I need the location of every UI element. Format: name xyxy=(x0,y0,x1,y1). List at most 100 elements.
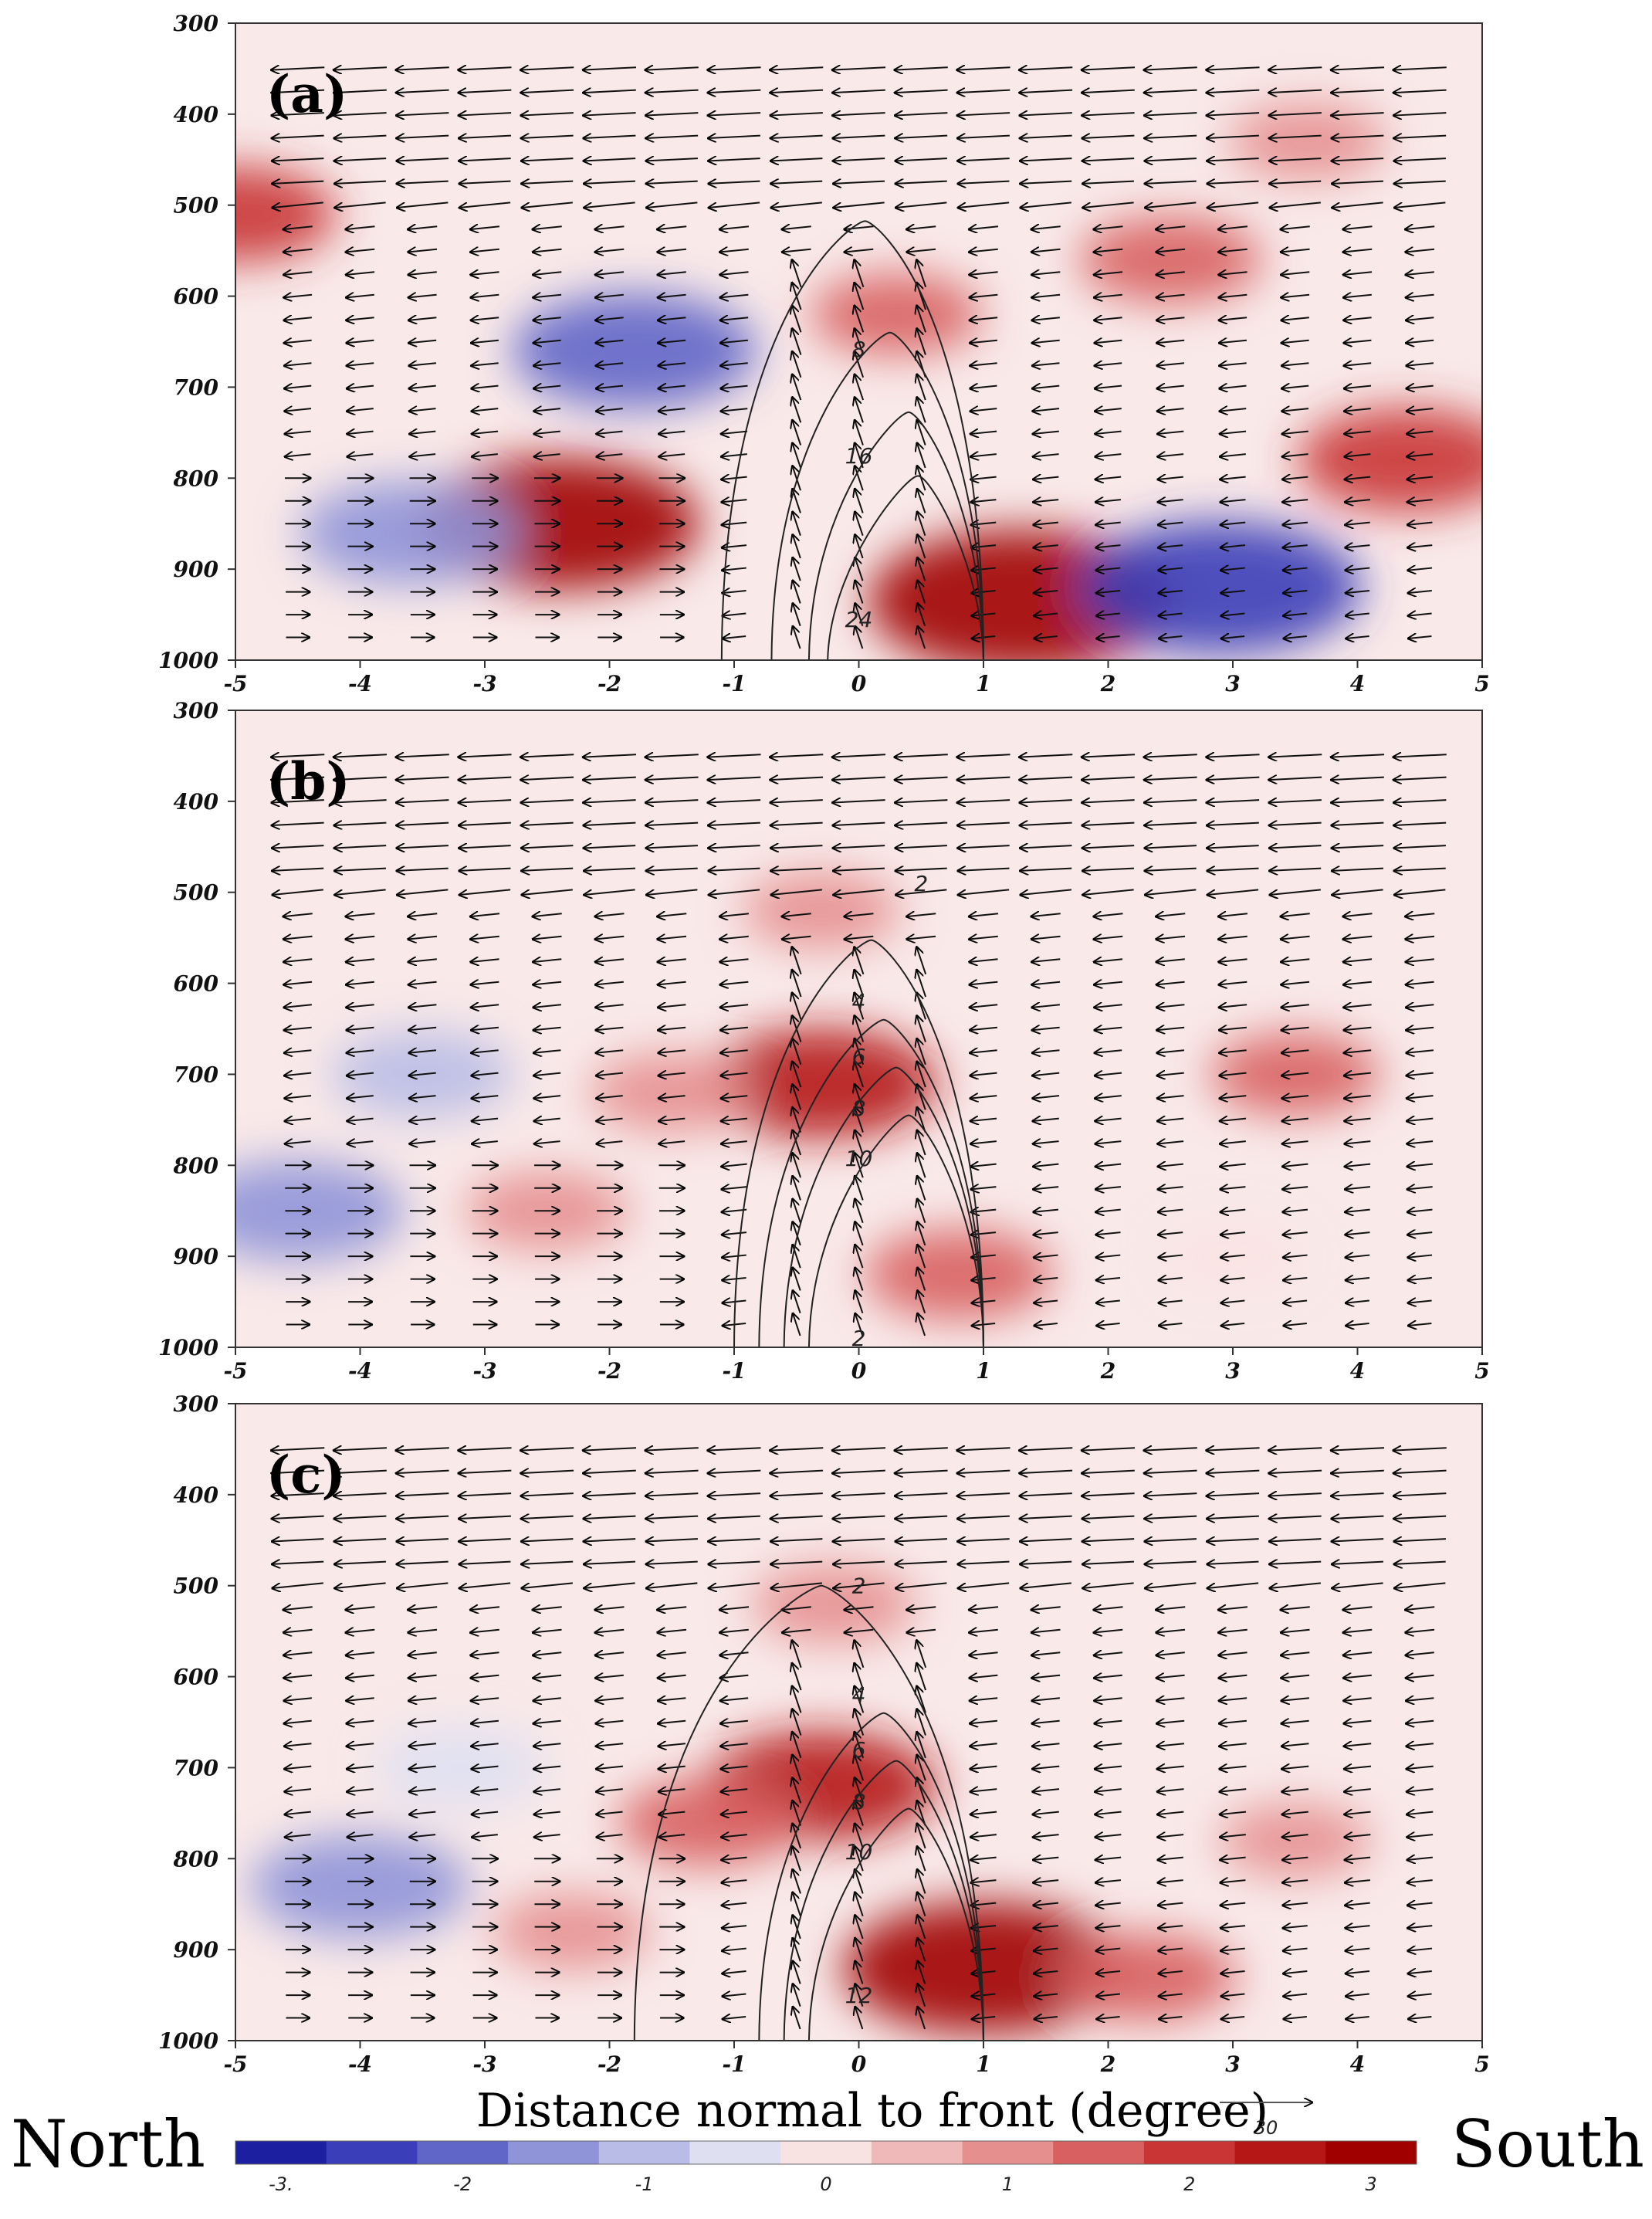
wind-vector xyxy=(533,317,561,320)
x-tick-label: 3 xyxy=(1225,1358,1240,1384)
wind-vector xyxy=(1346,568,1370,571)
wind-vector xyxy=(408,982,437,985)
wind-vector xyxy=(470,913,500,916)
wind-vector xyxy=(722,1210,747,1212)
wind-vector xyxy=(658,386,686,388)
wind-vector xyxy=(793,1221,801,1246)
y-tick-label: 600 xyxy=(174,1665,219,1690)
wind-vector xyxy=(1157,454,1184,456)
wind-vector xyxy=(721,386,748,388)
wind-vector xyxy=(409,1096,436,1098)
wind-vector xyxy=(1406,340,1434,344)
wind-vector xyxy=(409,363,437,366)
wind-vector xyxy=(284,340,312,344)
wind-vector xyxy=(397,158,449,161)
wind-vector xyxy=(707,67,761,69)
wind-vector xyxy=(584,845,636,848)
wind-vector xyxy=(1283,1232,1308,1235)
wind-vector xyxy=(895,181,947,184)
wind-vector xyxy=(1094,226,1123,229)
wind-vector xyxy=(1082,754,1136,757)
wind-vector xyxy=(1406,982,1434,985)
wind-vector xyxy=(1144,800,1197,802)
wind-vector xyxy=(895,889,947,895)
wind-vector xyxy=(917,581,926,604)
wind-vector xyxy=(1344,1028,1372,1031)
wind-vector xyxy=(533,913,562,916)
wind-vector xyxy=(1156,1028,1185,1031)
y-tick-label: 900 xyxy=(174,1244,219,1269)
wind-vector xyxy=(721,1164,747,1167)
wind-vector xyxy=(970,1073,997,1076)
wind-vector xyxy=(408,1028,437,1031)
wind-vector xyxy=(958,889,1010,895)
wind-vector xyxy=(917,557,926,581)
wind-vector xyxy=(1331,113,1384,115)
wind-vector xyxy=(1408,1278,1432,1280)
wind-vector xyxy=(1281,386,1309,388)
wind-vector xyxy=(1407,1187,1433,1189)
wind-vector xyxy=(792,993,802,1020)
wind-vector xyxy=(334,889,386,895)
wind-vector xyxy=(971,591,996,593)
wind-vector xyxy=(720,1028,749,1031)
wind-vector xyxy=(1407,1210,1433,1212)
wind-vector xyxy=(285,1141,311,1143)
wind-vector xyxy=(1343,295,1372,298)
y-tick-label: 400 xyxy=(174,789,219,815)
wind-vector xyxy=(1283,545,1308,547)
x-tick-label: 5 xyxy=(1474,2051,1489,2077)
colorbar-swatch xyxy=(417,2141,509,2164)
wind-vector xyxy=(658,454,686,456)
wind-vector xyxy=(283,295,313,298)
wind-vector xyxy=(1345,1187,1371,1189)
north-label: North xyxy=(11,2106,205,2182)
wind-vector xyxy=(793,1268,801,1291)
y-tick-label: 300 xyxy=(174,698,219,723)
x-tick-label: 0 xyxy=(851,2051,867,2077)
wind-vector xyxy=(1082,800,1135,802)
wind-vector xyxy=(1332,202,1383,208)
wind-vector xyxy=(1033,454,1059,456)
wind-vector xyxy=(957,777,1010,780)
contour-line xyxy=(770,331,984,660)
wind-vector xyxy=(969,272,998,275)
wind-vector xyxy=(971,1210,997,1212)
wind-vector xyxy=(271,754,325,757)
wind-vector xyxy=(1207,845,1259,848)
wind-vector xyxy=(1034,591,1058,593)
wind-vector xyxy=(1393,136,1447,138)
wind-vector xyxy=(533,249,562,252)
wind-vector xyxy=(970,982,998,985)
x-tick-label: -4 xyxy=(348,2051,372,2077)
contour-lines xyxy=(720,220,984,660)
wind-vector xyxy=(347,340,374,344)
wind-vector xyxy=(719,272,749,275)
wind-vector xyxy=(1344,386,1372,388)
wind-vector xyxy=(832,90,885,93)
wind-vector xyxy=(521,158,574,161)
x-tick-label: -5 xyxy=(223,671,247,696)
wind-vector xyxy=(855,1062,865,1088)
wind-vector xyxy=(1096,568,1121,571)
wind-vector xyxy=(916,970,927,998)
wind-vector xyxy=(1020,181,1072,184)
anomaly-patch xyxy=(618,1778,801,1866)
wind-vector xyxy=(770,800,823,802)
wind-vector xyxy=(1095,1141,1122,1143)
wind-vector xyxy=(584,823,636,825)
wind-vector xyxy=(1344,1050,1372,1053)
wind-vector xyxy=(272,823,324,825)
wind-vector xyxy=(285,454,311,456)
wind-vector xyxy=(272,158,324,161)
wind-vector xyxy=(1019,754,1073,757)
wind-vector xyxy=(1281,408,1309,411)
wind-vector xyxy=(1034,523,1059,525)
wind-vector xyxy=(917,1199,926,1223)
wind-vector xyxy=(917,603,926,627)
wind-vector xyxy=(1393,800,1447,802)
wind-vector xyxy=(595,249,625,252)
wind-vector xyxy=(1331,754,1385,757)
wind-vector xyxy=(284,408,312,411)
